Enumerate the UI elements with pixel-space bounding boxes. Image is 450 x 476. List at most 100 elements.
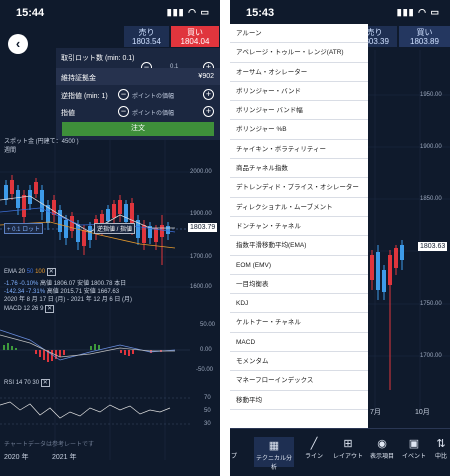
nav-layout[interactable]: ⊞ レイアウト bbox=[330, 437, 366, 460]
buy-label: 買い bbox=[416, 28, 433, 37]
stop-input[interactable]: ポイントの価幅 bbox=[132, 94, 175, 100]
macd-legend[interactable]: MACD 12 26 9 ✕ bbox=[4, 305, 55, 313]
indicator-menu: アルーン アベレージ・トゥルー・レンジ(ATR) オーサム・オシレーター ボリン… bbox=[230, 24, 368, 428]
change: -142.34 bbox=[4, 289, 25, 295]
bottom-toolbar: プ ▦ テクニカル分析 ╱ ライン ⊞ レイアウト ◉ 表示項目 ▣ イベント ⇅ 中比 bbox=[230, 428, 450, 476]
indicator-item[interactable]: マネーフローインデックス bbox=[230, 371, 368, 391]
rsi-param: 30 bbox=[32, 380, 40, 386]
buy-quote-button[interactable]: 買い 1803.89 bbox=[399, 26, 450, 47]
nav-events[interactable]: ▣ イベント bbox=[396, 437, 432, 460]
x-tick: 10月 bbox=[415, 409, 430, 416]
current-price-tag: 1803.63 bbox=[418, 242, 448, 251]
low: 安値 1800.78 bbox=[77, 281, 113, 287]
margin-label: 維持証拠金 bbox=[61, 75, 96, 82]
instrument-label: スポット金 (円建て：4500 ) bbox=[4, 139, 79, 145]
y-tick: 1900.00 bbox=[190, 211, 212, 217]
rsi-y-tick: 70 bbox=[204, 395, 211, 401]
margin-row: 維持証拠金 ¥902 bbox=[56, 68, 220, 85]
back-icon[interactable]: ‹ bbox=[8, 34, 28, 54]
plus-icon[interactable]: + bbox=[203, 89, 214, 100]
indicator-item[interactable]: 一目均衡表 bbox=[230, 275, 368, 295]
eye-icon: ◉ bbox=[377, 438, 387, 450]
ema-stats-row2: -142.34 -7.31% 高値 2015.71 安値 1667.63 bbox=[4, 286, 119, 295]
y-tick: 1750.00 bbox=[420, 301, 442, 307]
lot-line-label[interactable]: + 0.1 ロット bbox=[4, 223, 44, 234]
status-bar: 15:44 ▮▮▮ ◠ ▭ bbox=[0, 0, 220, 24]
stop-row: 逆指値 (min: 1) − ポイントの価幅 + bbox=[56, 86, 220, 103]
stop-label: 逆指値 (min: 1) bbox=[61, 93, 108, 100]
macd-y-tick: -50.00 bbox=[196, 367, 214, 373]
calendar-icon: ▣ bbox=[408, 438, 420, 450]
indicator-item[interactable]: デトレンディド・プライス・オシレーター bbox=[230, 178, 368, 198]
limit-input[interactable]: ポイントの価幅 bbox=[132, 111, 175, 117]
indicator-item[interactable]: 移動平均 bbox=[230, 391, 368, 410]
rsi-param: 14 bbox=[15, 380, 23, 386]
limit-row: 指値 − ポイントの価幅 + bbox=[56, 103, 220, 120]
macd-y-tick: 0.00 bbox=[200, 347, 212, 353]
ema-label: EMA bbox=[4, 269, 17, 275]
timeframe-label: 週間 bbox=[4, 148, 17, 154]
rsi-legend[interactable]: RSI 14 70 30 ✕ bbox=[4, 379, 50, 387]
y-tick: 1700.00 bbox=[420, 353, 442, 359]
buy-label: 買い bbox=[187, 28, 203, 37]
indicator-item[interactable]: ボリンジャー %B bbox=[230, 120, 368, 140]
close-icon[interactable]: ✕ bbox=[40, 379, 50, 387]
nav-display-items[interactable]: ◉ 表示項目 bbox=[364, 437, 400, 460]
chart-icon: ▦ bbox=[268, 440, 280, 452]
y-tick: 1950.00 bbox=[420, 92, 442, 98]
low: 安値 1667.63 bbox=[83, 289, 120, 295]
indicator-item[interactable]: アルーン bbox=[230, 24, 368, 44]
buy-quote-button[interactable]: 買い 1804.04 bbox=[171, 26, 219, 47]
y-tick: 1700.00 bbox=[190, 254, 212, 260]
close-icon[interactable]: ✕ bbox=[46, 268, 56, 276]
status-icons: ▮▮▮ ◠ ▭ bbox=[166, 7, 210, 17]
ema-period: 20 bbox=[18, 269, 26, 275]
y-tick: 1600.00 bbox=[190, 284, 212, 290]
sell-label: 売り bbox=[138, 28, 155, 37]
indicator-item[interactable]: ドンチャン・チャネル bbox=[230, 217, 368, 237]
sell-quote-button[interactable]: 売り 1803.54 bbox=[124, 26, 169, 47]
ema-legend[interactable]: EMA 20 50 100 ✕ bbox=[4, 268, 56, 276]
minus-icon[interactable]: − bbox=[118, 106, 129, 117]
indicator-item[interactable]: ボリンジャー・バンド bbox=[230, 82, 368, 102]
y-tick: 1850.00 bbox=[420, 196, 442, 202]
nav-label: 中比 bbox=[434, 454, 447, 460]
indicator-item[interactable]: ディレクショナル・ムーブメント bbox=[230, 198, 368, 217]
nav-prev[interactable]: プ bbox=[230, 437, 252, 460]
indicator-item[interactable]: アベレージ・トゥルー・レンジ(ATR) bbox=[230, 43, 368, 63]
stop-limit-tag[interactable]: 逆指値 / 指値 bbox=[94, 223, 136, 234]
close-icon[interactable]: ✕ bbox=[45, 305, 55, 313]
ema-period: 50 bbox=[26, 269, 34, 275]
indicator-item[interactable]: ボリンジャー バンド幅 bbox=[230, 101, 368, 121]
price-chart[interactable] bbox=[0, 0, 220, 476]
lot-row: 取引ロット数 (min: 0.1) bbox=[56, 48, 220, 65]
nav-label: プ bbox=[230, 454, 237, 460]
nav-compare[interactable]: ⇅ 中比 bbox=[426, 437, 450, 460]
date-range: 2020 年 8 月 17 日 (月) - 2021 年 12 月 6 日 (月… bbox=[4, 297, 133, 303]
indicator-item[interactable]: オーサム・オシレーター bbox=[230, 63, 368, 82]
phone-screen-right: 15:43 ▮▮▮ ◠ ▭ 売り 1803.39 買い 1803.89 1950… bbox=[230, 0, 450, 476]
indicator-item[interactable]: ケルトナー・チャネル bbox=[230, 313, 368, 333]
indicator-item[interactable]: EOM (EMV) bbox=[230, 256, 368, 275]
sell-price: 1803.39 bbox=[360, 37, 389, 46]
indicator-item[interactable]: チャイキン・ボラティリティー bbox=[230, 140, 368, 160]
status-time: 15:43 bbox=[246, 7, 275, 19]
plus-icon[interactable]: + bbox=[203, 106, 214, 117]
indicator-item[interactable]: MACD bbox=[230, 333, 368, 353]
order-button[interactable]: 注文 bbox=[62, 122, 214, 136]
indicator-item[interactable]: モメンタム bbox=[230, 352, 368, 372]
high: 高値 1806.07 bbox=[40, 281, 76, 287]
period-label: 本日 bbox=[114, 281, 127, 287]
minus-icon[interactable]: − bbox=[118, 89, 129, 100]
indicator-item[interactable]: 商品チャネル指数 bbox=[230, 159, 368, 179]
nav-label: テクニカル分析 bbox=[255, 456, 292, 471]
macd-param: 26 bbox=[31, 306, 39, 312]
nav-line[interactable]: ╱ ライン bbox=[296, 437, 332, 460]
change: -1.76 bbox=[4, 281, 18, 287]
nav-technical-analysis[interactable]: ▦ テクニカル分析 bbox=[254, 437, 294, 471]
nav-label: 表示項目 bbox=[369, 454, 394, 460]
indicator-item[interactable]: 指数平滑移動平均(EMA) bbox=[230, 236, 368, 256]
indicator-item[interactable]: KDJ bbox=[230, 294, 368, 314]
sell-price: 1803.54 bbox=[132, 37, 161, 46]
price-chart[interactable] bbox=[230, 0, 450, 476]
